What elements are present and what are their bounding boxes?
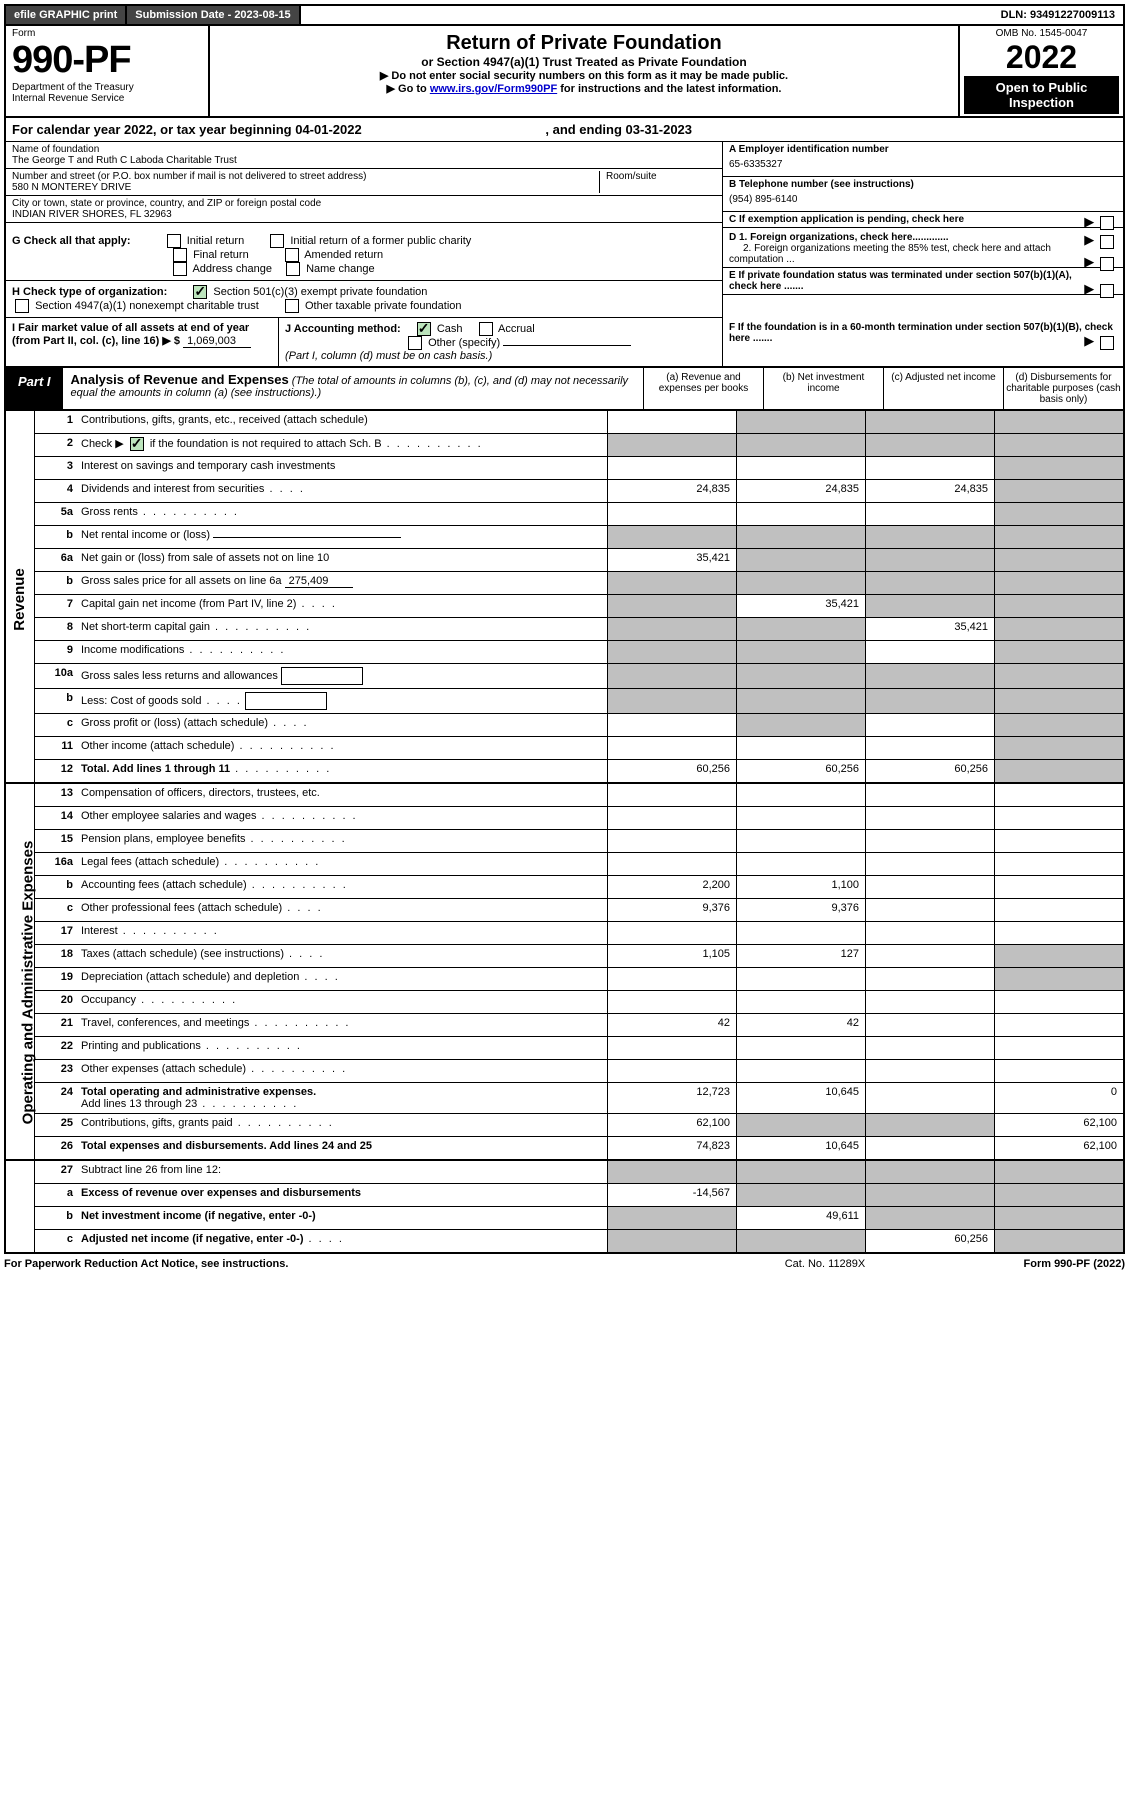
tax-year: 2022 [964,39,1119,76]
irs-link[interactable]: www.irs.gov/Form990PF [430,83,557,95]
expenses-side-label: Operating and Administrative Expenses [19,841,36,1125]
part1-header: Part I Analysis of Revenue and Expenses … [4,368,1125,411]
form-header: Form 990-PF Department of the Treasury I… [4,26,1125,118]
g-amended-checkbox[interactable] [285,248,299,262]
submission-date: Submission Date - 2023-08-15 [127,6,300,24]
h-other-checkbox[interactable] [285,299,299,313]
h-501c3-checkbox[interactable] [193,285,207,299]
j-cell: J Accounting method: Cash Accrual Other … [278,318,722,366]
ein-cell: A Employer identification number 65-6335… [723,142,1123,177]
f-checkbox[interactable] [1100,336,1114,350]
revenue-side-label: Revenue [11,569,28,632]
j-accrual-checkbox[interactable] [479,322,493,336]
footer-center: Cat. No. 11289X [725,1258,925,1270]
d1-checkbox[interactable] [1100,235,1114,249]
d2-checkbox[interactable] [1100,257,1114,271]
i-cell: I Fair market value of all assets at end… [6,318,278,366]
dept-treasury: Department of the Treasury [12,82,202,93]
col-a-header: (a) Revenue and expenses per books [643,368,763,409]
address-cell: Number and street (or P.O. box number if… [6,169,722,196]
e-cell: E If private foundation status was termi… [723,268,1123,295]
omb-number: OMB No. 1545-0047 [964,28,1119,39]
e-checkbox[interactable] [1100,284,1114,298]
expenses-table: Operating and Administrative Expenses 13… [4,784,1125,1161]
h-check-row: H Check type of organization: Section 50… [6,281,722,318]
revenue-table: Revenue 1Contributions, gifts, grants, e… [4,411,1125,784]
phone-cell: B Telephone number (see instructions) (9… [723,177,1123,212]
name-cell: Name of foundation The George T and Ruth… [6,142,722,169]
f-cell: F If the foundation is in a 60-month ter… [723,318,1123,348]
top-bar: efile GRAPHIC print Submission Date - 20… [4,4,1125,26]
efile-button[interactable]: efile GRAPHIC print [6,6,127,24]
g-initial-checkbox[interactable] [167,234,181,248]
form-subtitle: or Section 4947(a)(1) Trust Treated as P… [216,55,952,69]
part1-label: Part I [6,368,63,409]
d-cell: D 1. Foreign organizations, check here..… [723,230,1123,268]
calendar-year-row: For calendar year 2022, or tax year begi… [6,118,1123,142]
g-check-row: G Check all that apply: Initial return I… [6,230,722,281]
j-other-checkbox[interactable] [408,336,422,350]
h-4947-checkbox[interactable] [15,299,29,313]
col-c-header: (c) Adjusted net income [883,368,1003,409]
col-d-header: (d) Disbursements for charitable purpose… [1003,368,1123,409]
form-title: Return of Private Foundation [216,32,952,55]
form-number: 990-PF [12,39,202,82]
form-note-1: ▶ Do not enter social security numbers o… [216,69,952,82]
dln: DLN: 93491227009113 [993,6,1123,24]
line27-table: 27Subtract line 26 from line 12: aExcess… [4,1161,1125,1254]
form-label: Form [12,28,202,39]
form-note-2: ▶ Go to www.irs.gov/Form990PF for instru… [216,82,952,95]
footer-left: For Paperwork Reduction Act Notice, see … [4,1258,725,1270]
open-public-badge: Open to Public Inspection [964,76,1119,114]
g-address-checkbox[interactable] [173,262,187,276]
city-cell: City or town, state or province, country… [6,196,722,223]
g-initial-former-checkbox[interactable] [270,234,284,248]
j-cash-checkbox[interactable] [417,322,431,336]
dept-irs: Internal Revenue Service [12,93,202,104]
exemption-pending-cell: C If exemption application is pending, c… [723,212,1123,228]
line2-checkbox[interactable] [130,437,144,451]
c-checkbox[interactable] [1100,216,1114,230]
col-b-header: (b) Net investment income [763,368,883,409]
footer-right: Form 990-PF (2022) [925,1258,1125,1270]
g-final-checkbox[interactable] [173,248,187,262]
page-footer: For Paperwork Reduction Act Notice, see … [4,1254,1125,1274]
g-name-checkbox[interactable] [286,262,300,276]
